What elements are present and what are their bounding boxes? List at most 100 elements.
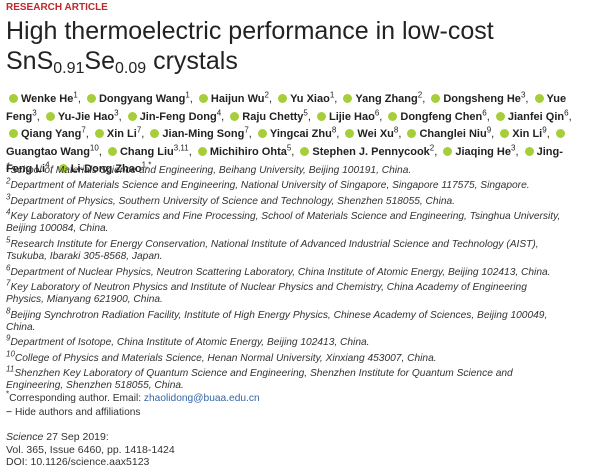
author-name[interactable]: Qiang Yang (21, 128, 82, 141)
affiliation: 2Department of Materials Science and Eng… (6, 178, 566, 192)
affiliation: 8Beijing Synchrotron Radiation Facility,… (6, 307, 566, 335)
author-affiliation: 7 (81, 125, 86, 135)
author-affiliation: 6 (482, 107, 487, 117)
author-name[interactable]: Yang Zhang (355, 93, 418, 105)
orcid-icon[interactable] (94, 129, 104, 139)
orcid-icon[interactable] (58, 164, 68, 174)
author: Dongfeng Chen6 (385, 107, 489, 123)
orcid-icon[interactable] (86, 94, 96, 103)
author: Dongsheng He3 (428, 91, 528, 105)
affiliation-number: 1 (6, 161, 11, 171)
orcid-icon[interactable] (9, 129, 18, 139)
email[interactable]: zhaolidong@buaa.edu.cn (143, 393, 260, 404)
author-name[interactable]: Jing-Feng Li (6, 145, 563, 176)
author-name[interactable]: Stephen J. Pennycook (312, 145, 430, 158)
author-name[interactable]: Yu-Jie Hao (57, 110, 115, 123)
author-name[interactable]: Xin Li (512, 128, 543, 141)
author-name[interactable]: Jian-Ming Song (162, 128, 245, 141)
author-name[interactable]: Changlei Niu (419, 128, 487, 141)
author-name[interactable]: Xin Li (106, 128, 137, 141)
orcid-icon[interactable] (407, 129, 417, 139)
subscript: 0.09 (115, 60, 147, 77)
author-name[interactable]: Lijie Hao (328, 110, 375, 123)
orcid-icon[interactable] (45, 111, 55, 121)
orcid-icon[interactable] (500, 129, 510, 139)
orcid-icon[interactable] (107, 146, 117, 156)
orcid-icon[interactable] (300, 146, 310, 156)
title-text: crystals (146, 47, 238, 75)
author: Yu-Jie Hao3 (43, 108, 122, 123)
author-name[interactable]: Dongyang Wang (98, 93, 186, 105)
orcid-icon[interactable] (230, 111, 240, 121)
orcid-icon[interactable] (316, 111, 326, 121)
title-line: High thermoelectric performance in low-c… (6, 17, 494, 45)
author: Raju Chetty5 (227, 107, 311, 123)
author-affiliation: 5 (303, 107, 308, 117)
author-name[interactable]: Yu Xiao (290, 93, 330, 105)
author-affiliation: 8 (331, 125, 337, 135)
author-name[interactable]: Haijun Wu (210, 93, 265, 105)
author-name[interactable]: Jianfei Qin (507, 110, 565, 123)
affiliation-text: Research Institute for Energy Conservati… (6, 238, 539, 263)
author-affiliation: 2 (429, 143, 435, 153)
orcid-icon[interactable] (443, 146, 453, 156)
orcid-icon[interactable] (495, 111, 505, 121)
author-affiliation: 7 (136, 125, 142, 135)
author-affiliation: 4 (216, 107, 222, 117)
orcid-icon[interactable] (9, 94, 18, 103)
orcid-icon[interactable] (127, 111, 137, 121)
author-name[interactable]: Li-Dong Zhao (70, 163, 142, 176)
orcid-icon[interactable] (343, 94, 353, 103)
author-name[interactable]: Yue Feng (6, 93, 567, 123)
affiliation-number: 3 (6, 192, 11, 202)
affiliation: 3Department of Physics, Southern Univers… (6, 193, 566, 208)
author-name[interactable]: Yingcai Zhu (269, 128, 332, 141)
orcid-icon[interactable] (524, 146, 534, 156)
orcid-icon[interactable] (257, 129, 267, 139)
affiliation-text: Department of Isotope, China Institute o… (10, 337, 370, 349)
author: Xin Li7 (92, 125, 144, 141)
author: Qiang Yang7 (6, 125, 89, 141)
author-affiliation: 6 (564, 107, 569, 117)
author: Chang Liu3,11 (105, 144, 192, 158)
author-name[interactable]: Jiaqing He (455, 145, 511, 158)
affiliation-number: 4 (6, 207, 11, 217)
orcid-icon[interactable] (278, 94, 288, 103)
orcid-icon[interactable] (197, 146, 207, 156)
date: 27 Sep 2019: (43, 431, 109, 443)
author-name[interactable]: Jin-Feng Dong (139, 110, 217, 123)
author: Stephen J. Pennycook2 (297, 143, 437, 158)
author-name[interactable]: Wei Xu (357, 128, 394, 141)
affiliation: 6Department of Nuclear Physics, Neutron … (6, 264, 566, 279)
corresponding-text: Corresponding author. Email: (9, 393, 144, 404)
author-name[interactable]: Raju Chetty (242, 110, 304, 123)
orcid-icon[interactable] (555, 129, 565, 139)
author-name[interactable]: Michihiro Ohta (209, 145, 287, 158)
toggle-text: Hide authors and affiliations (14, 407, 141, 418)
affiliation-text: Department of Physics, Southern Universi… (10, 195, 456, 207)
orcid-icon[interactable] (150, 129, 160, 139)
orcid-icon[interactable] (431, 94, 441, 103)
orcid-icon[interactable] (345, 129, 355, 139)
author-affiliation: 9 (542, 125, 547, 135)
affiliation-list: 1School of Materials Science and Enginee… (6, 161, 566, 396)
author-affiliation: 1 (73, 90, 78, 100)
author-name[interactable]: Dongsheng He (443, 93, 521, 105)
author-name[interactable]: Dongfeng Chen (400, 110, 483, 123)
author: Yu Xiao1 (275, 91, 337, 105)
author-name[interactable]: Wenke He (21, 93, 74, 105)
toggle-authors[interactable]: − Hide authors and affiliations (6, 407, 141, 418)
orcid-icon[interactable] (534, 94, 544, 103)
orcid-icon[interactable] (198, 94, 208, 103)
toggle-icon: − (6, 407, 12, 418)
asterisk: * (6, 389, 10, 399)
author: Yingcai Zhu8 (255, 125, 339, 141)
author-name[interactable]: Chang Liu (119, 145, 174, 158)
author-name[interactable]: Guangtao Wang (6, 145, 90, 158)
affiliation-text: School of Materials Science and Engineer… (10, 165, 412, 176)
author: Dongyang Wang1 (84, 91, 193, 105)
orcid-icon[interactable] (388, 111, 398, 121)
title-text: SnS (6, 47, 54, 75)
affiliation: 9Department of Isotope, China Institute … (6, 334, 566, 349)
